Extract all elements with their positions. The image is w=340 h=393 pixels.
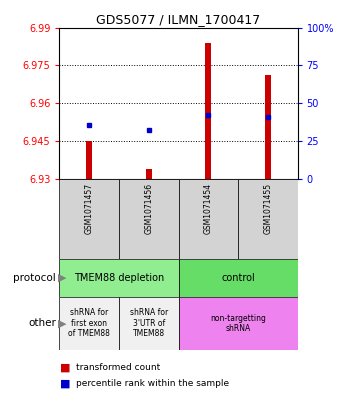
Bar xyxy=(178,179,238,259)
Bar xyxy=(205,42,211,179)
Text: ■: ■ xyxy=(59,378,70,388)
Bar xyxy=(178,259,298,297)
Bar xyxy=(238,179,298,259)
Bar xyxy=(59,259,178,297)
Bar xyxy=(265,75,271,179)
Text: GSM1071456: GSM1071456 xyxy=(144,183,153,234)
Bar xyxy=(59,179,119,259)
Bar xyxy=(178,297,298,350)
Bar xyxy=(119,179,178,259)
Text: ▶: ▶ xyxy=(58,318,66,328)
Text: GSM1071455: GSM1071455 xyxy=(263,183,272,234)
Text: transformed count: transformed count xyxy=(76,363,161,372)
Bar xyxy=(59,297,119,350)
Bar xyxy=(119,297,178,350)
Text: GSM1071454: GSM1071454 xyxy=(204,183,213,234)
Bar xyxy=(86,141,92,179)
Text: protocol: protocol xyxy=(13,273,56,283)
Title: GDS5077 / ILMN_1700417: GDS5077 / ILMN_1700417 xyxy=(96,13,261,26)
Text: ■: ■ xyxy=(59,362,70,373)
Text: shRNA for
first exon
of TMEM88: shRNA for first exon of TMEM88 xyxy=(68,309,110,338)
Text: GSM1071457: GSM1071457 xyxy=(85,183,94,234)
Text: shRNA for
3'UTR of
TMEM88: shRNA for 3'UTR of TMEM88 xyxy=(130,309,168,338)
Text: ▶: ▶ xyxy=(58,273,66,283)
Text: other: other xyxy=(28,318,56,328)
Text: non-targetting
shRNA: non-targetting shRNA xyxy=(210,314,266,333)
Text: percentile rank within the sample: percentile rank within the sample xyxy=(76,379,230,387)
Text: control: control xyxy=(221,273,255,283)
Bar xyxy=(146,169,152,179)
Text: TMEM88 depletion: TMEM88 depletion xyxy=(74,273,164,283)
